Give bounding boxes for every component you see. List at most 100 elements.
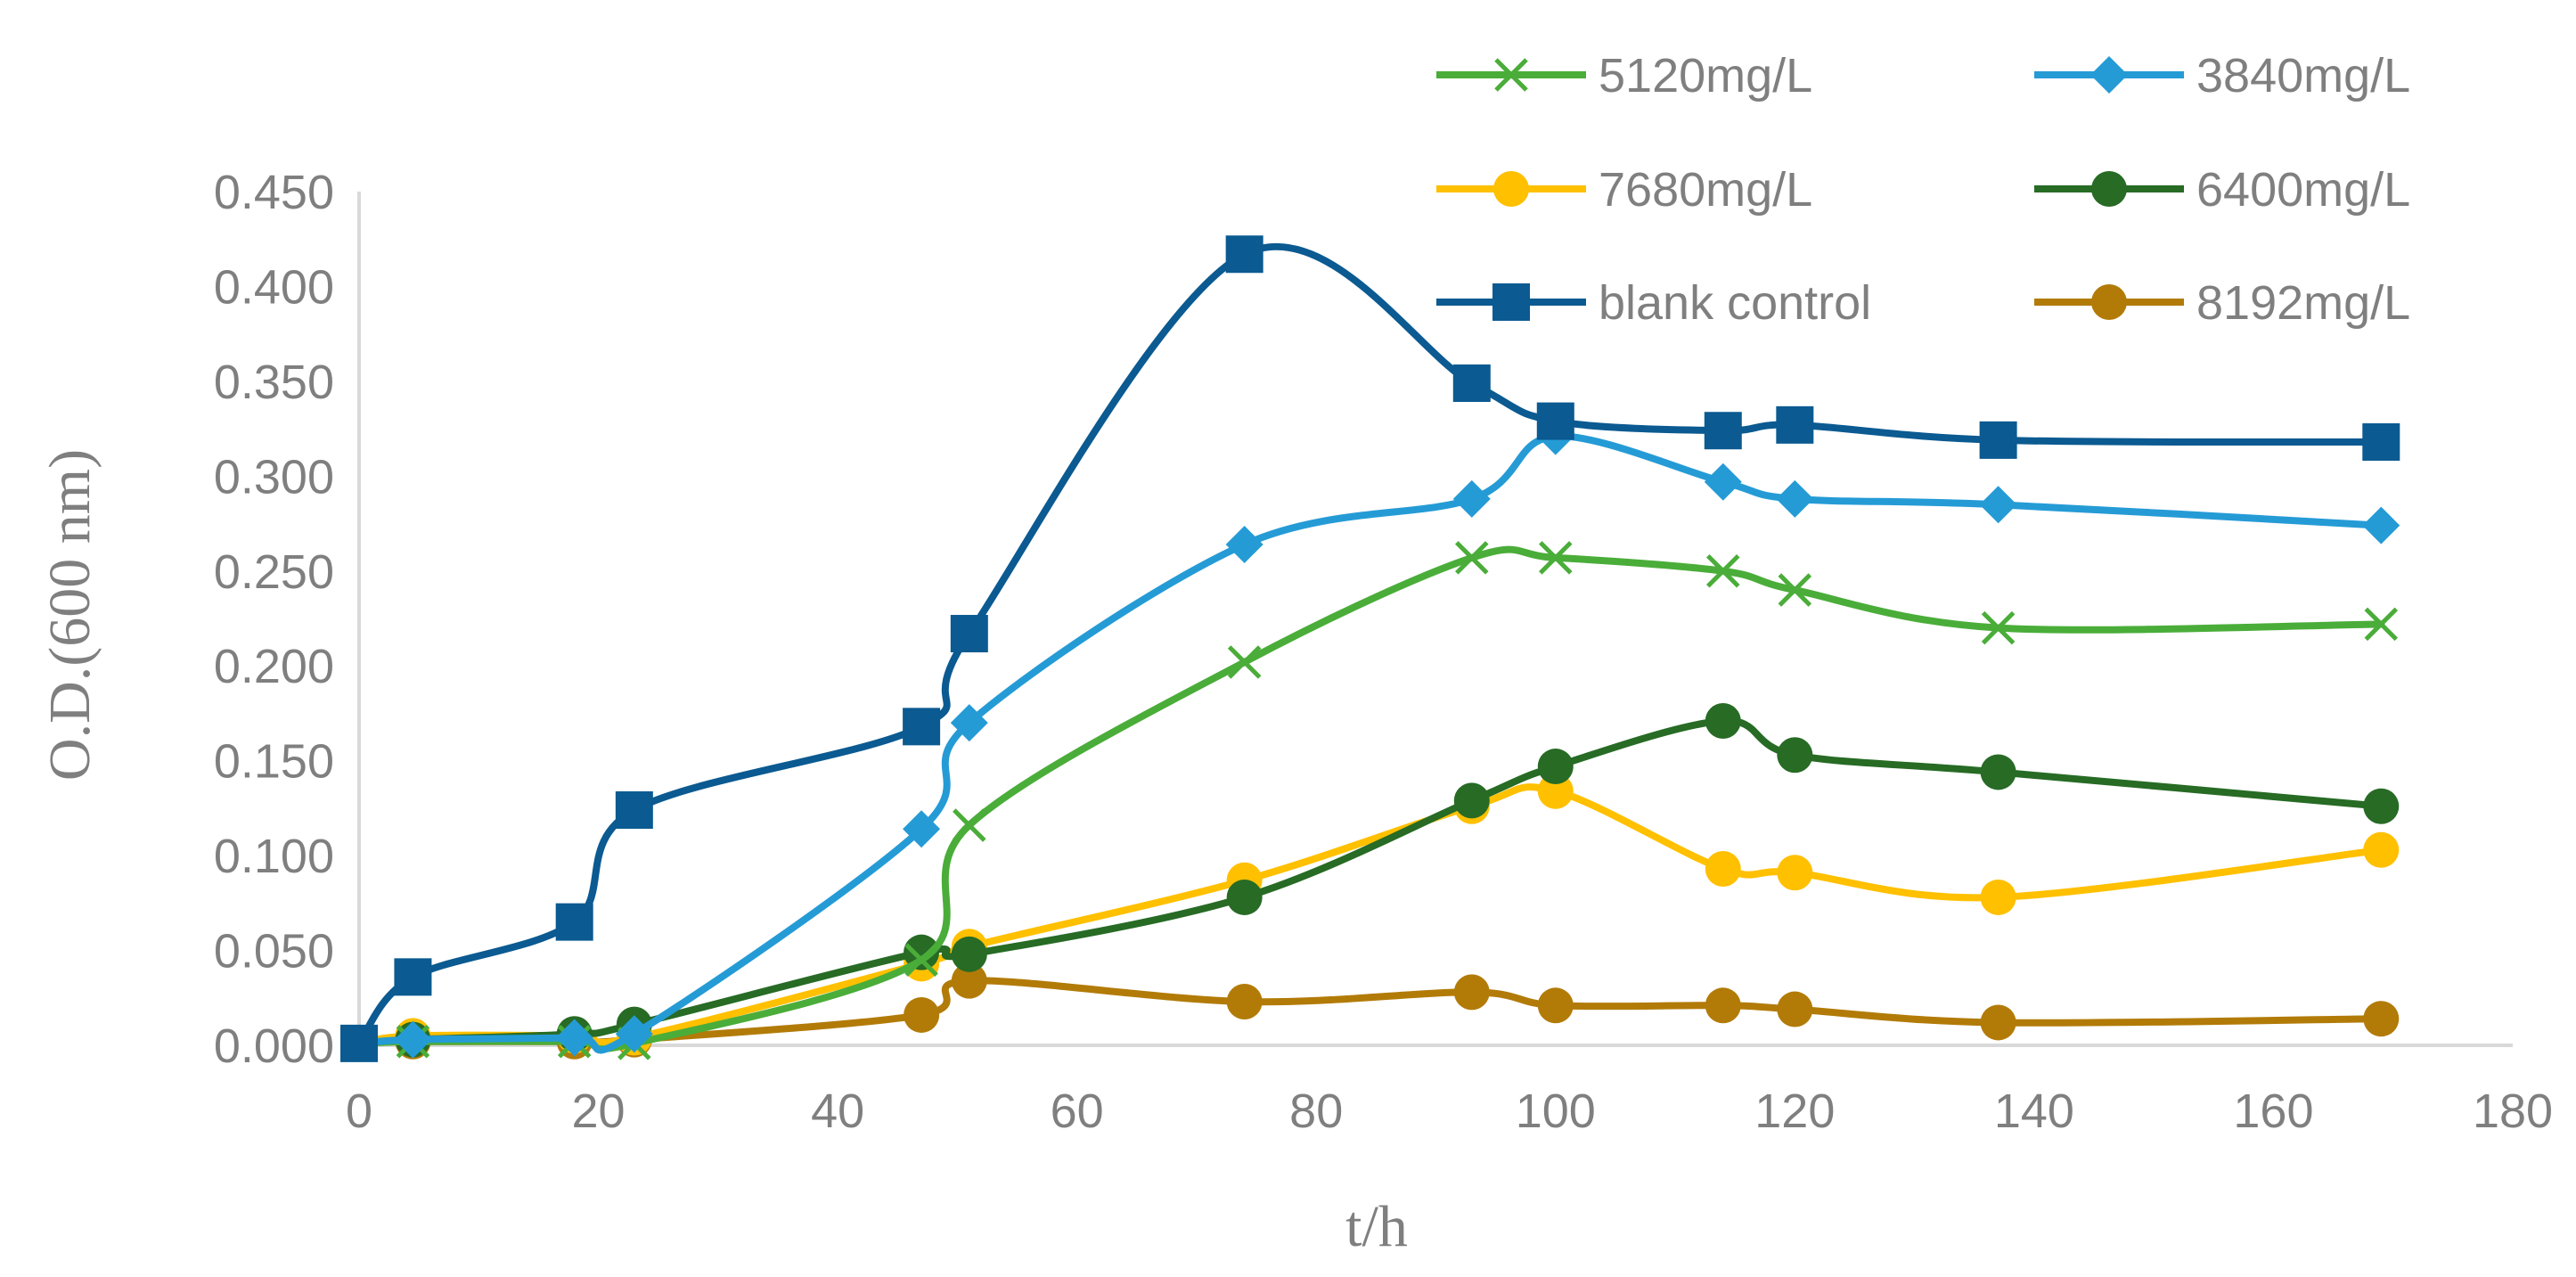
data-point	[1777, 737, 1813, 774]
x-axis-title: t/h	[1345, 1194, 1408, 1259]
x-tick-label: 60	[1051, 1085, 1104, 1138]
data-point	[1537, 987, 1574, 1024]
data-point	[2364, 607, 2399, 642]
data-point	[1776, 405, 1814, 444]
data-point	[1979, 486, 2017, 524]
data-point	[1705, 702, 1741, 739]
data-point	[615, 1015, 653, 1053]
x-tick-label: 100	[1516, 1085, 1596, 1138]
legend-label: 8192mg/L	[2196, 276, 2410, 330]
legend: 5120mg/L 3840mg/L 7680mg/L 6400mg/L blank co…	[1436, 49, 2410, 330]
legend-label: 6400mg/L	[2196, 163, 2410, 217]
y-tick-label: 0.200	[214, 640, 334, 693]
y-tick-label: 0.350	[214, 356, 334, 409]
legend-item: 8192mg/L	[2034, 276, 2410, 330]
data-point	[1452, 479, 1491, 518]
data-point	[555, 1019, 593, 1057]
data-point	[394, 1020, 432, 1059]
x-tick-label: 40	[811, 1085, 864, 1138]
data-point	[2362, 506, 2400, 544]
legend-label: 5120mg/L	[1599, 49, 1812, 102]
x-tick-label: 0	[346, 1085, 372, 1138]
y-tick-label: 0.050	[214, 925, 334, 978]
data-point	[1704, 463, 1742, 501]
legend-marker	[2091, 171, 2127, 207]
data-point	[1705, 987, 1741, 1024]
legend-item: 3840mg/L	[2034, 49, 2410, 102]
data-point	[1777, 855, 1813, 891]
data-point	[953, 808, 986, 842]
data-point	[903, 810, 941, 848]
data-point	[950, 704, 988, 742]
data-point	[340, 1024, 378, 1062]
y-tick-label: 0.450	[214, 166, 334, 219]
data-point	[1537, 749, 1574, 785]
y-tick-label: 0.400	[214, 260, 334, 314]
legend-item: 7680mg/L	[1436, 163, 1812, 217]
data-point	[2363, 788, 2400, 824]
data-point	[1979, 421, 2017, 459]
data-point	[555, 903, 593, 941]
legend-marker	[1492, 283, 1530, 321]
data-point	[1455, 541, 1489, 575]
data-point	[1226, 879, 1263, 915]
data-point	[1225, 525, 1263, 563]
series-line	[356, 432, 2385, 1054]
data-point	[951, 936, 987, 972]
legend-label: 3840mg/L	[2196, 49, 2410, 102]
legend-marker	[1494, 58, 1528, 92]
series-blank-control	[340, 235, 2400, 1062]
y-tick-label: 0.150	[214, 735, 334, 789]
data-point	[1452, 364, 1491, 403]
data-point	[904, 996, 940, 1033]
tick-labels: 0.000 0.050 0.100 0.150 0.200 0.250 0.300 0.350…	[214, 166, 2553, 1138]
x-tick-label: 180	[2473, 1085, 2553, 1138]
data-point	[1980, 754, 2016, 790]
data-point	[951, 962, 987, 999]
series-6400mg-l	[341, 702, 2400, 1061]
legend-item: 6400mg/L	[2034, 163, 2410, 217]
y-tick-label: 0.250	[214, 545, 334, 599]
data-point	[2363, 831, 2400, 868]
data-point	[903, 708, 941, 746]
data-point	[394, 958, 432, 996]
data-point	[2363, 1001, 2400, 1037]
x-tick-label: 80	[1289, 1085, 1343, 1138]
data-point	[1704, 412, 1742, 450]
series-line	[356, 243, 2385, 1047]
data-point	[1776, 479, 1814, 518]
legend-label: 7680mg/L	[1599, 163, 1812, 217]
legend-label: blank control	[1599, 276, 1871, 330]
x-tick-label: 160	[2233, 1085, 2313, 1138]
data-point	[1225, 235, 1263, 274]
data-point	[1777, 991, 1813, 1027]
data-point	[1227, 645, 1262, 679]
data-point	[1981, 610, 2016, 645]
data-point	[2362, 423, 2400, 462]
data-point	[615, 791, 653, 830]
data-point	[904, 943, 938, 977]
data-point	[1706, 554, 1740, 588]
y-tick-label: 0.100	[214, 830, 334, 883]
y-tick-label: 0.000	[214, 1019, 334, 1073]
data-point	[950, 615, 988, 653]
y-tick-label: 0.300	[214, 450, 334, 503]
x-tick-label: 140	[1994, 1085, 2074, 1138]
data-point	[1980, 1004, 2016, 1041]
x-tick-label: 120	[1754, 1085, 1835, 1138]
data-point	[1536, 402, 1574, 440]
legend-marker	[2091, 284, 2127, 320]
series-3840mg-l	[340, 417, 2400, 1062]
legend-item: 5120mg/L	[1436, 49, 1812, 102]
data-point	[1453, 782, 1490, 819]
axes	[357, 192, 2513, 1047]
data-point	[1705, 851, 1741, 888]
legend-marker	[2090, 56, 2128, 94]
legend-item: blank control	[1436, 276, 1871, 330]
data-point	[1980, 879, 2016, 915]
data-point	[1453, 974, 1490, 1011]
series-line	[356, 716, 2385, 1047]
series-layer	[340, 235, 2400, 1062]
y-axis-title: O.D.(600 nm)	[37, 449, 102, 781]
